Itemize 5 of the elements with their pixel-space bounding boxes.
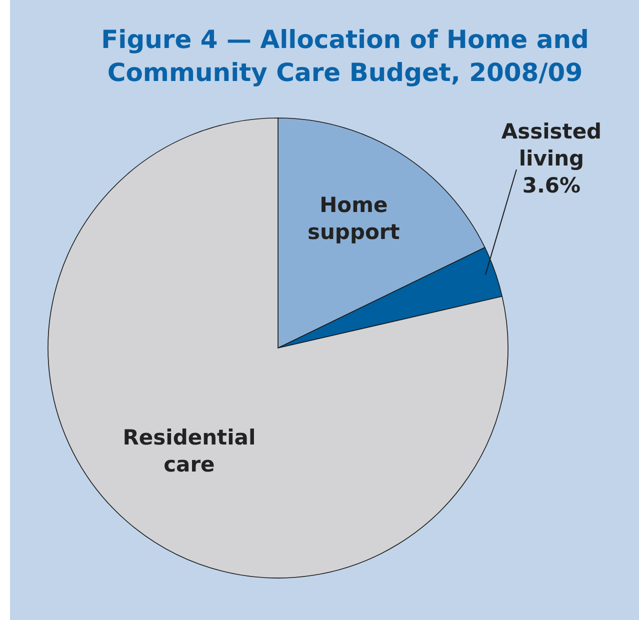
chart-title: Figure 4 — Allocation of Home and Community Care Budget, 2008/09	[101, 25, 589, 87]
slice-label: Assisted living	[501, 119, 602, 170]
slice-label: Residential care	[122, 426, 256, 477]
data-label: 3.6%	[522, 173, 581, 198]
slice-label: Home support	[307, 193, 400, 244]
